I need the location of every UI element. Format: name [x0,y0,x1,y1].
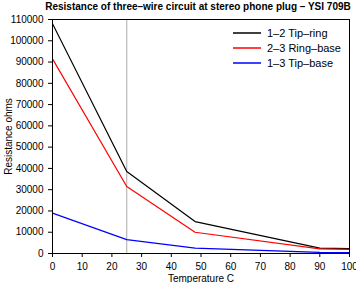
svg-text:20000: 20000 [16,205,44,216]
svg-text:70: 70 [255,261,267,272]
svg-text:10000: 10000 [16,226,44,237]
svg-text:40000: 40000 [16,163,44,174]
svg-text:80: 80 [285,261,297,272]
svg-text:Resistance ohms: Resistance ohms [3,98,14,175]
svg-text:50: 50 [195,261,207,272]
svg-text:10: 10 [77,261,89,272]
svg-text:30: 30 [136,261,148,272]
html-text:1–2 Tip–ring: 1–2 Tip–ring [267,26,328,39]
svg-text:20: 20 [106,261,118,272]
svg-text:100000: 100000 [10,35,44,46]
svg-text:Temperature C: Temperature C [168,273,234,283]
svg-text:90000: 90000 [16,56,44,67]
svg-text:60000: 60000 [16,120,44,131]
svg-text:0: 0 [38,248,44,259]
svg-text:50000: 50000 [16,141,44,152]
svg-text:40: 40 [166,261,178,272]
html-text:1–3 Tip–base: 1–3 Tip–base [267,56,333,69]
html-text:2–3 Ring–base: 2–3 Ring–base [267,41,341,54]
svg-text:110000: 110000 [11,14,44,25]
svg-text:100: 100 [341,261,356,272]
svg-text:90: 90 [314,261,326,272]
html-text:Resistance of three–wire circu: Resistance of three–wire circuit at ster… [45,1,351,12]
svg-text:80000: 80000 [16,78,44,89]
svg-text:70000: 70000 [16,99,44,110]
svg-text:0: 0 [50,261,56,272]
svg-text:60: 60 [225,261,237,272]
svg-text:30000: 30000 [16,184,44,195]
